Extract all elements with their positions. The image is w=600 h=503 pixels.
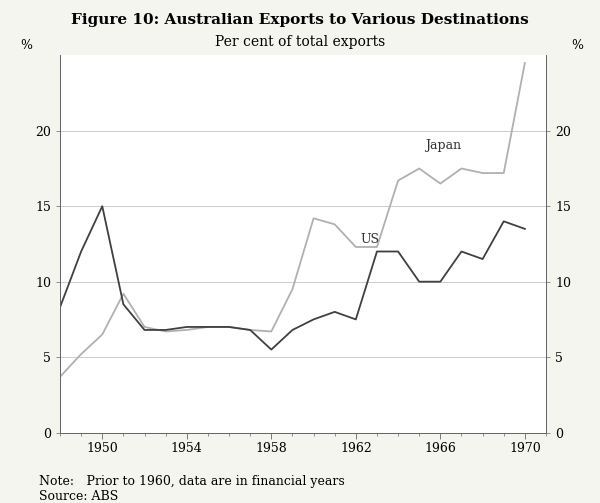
Text: Source: ABS: Source: ABS xyxy=(39,490,118,503)
Text: Per cent of total exports: Per cent of total exports xyxy=(215,35,385,49)
Text: Figure 10: Australian Exports to Various Destinations: Figure 10: Australian Exports to Various… xyxy=(71,13,529,27)
Text: US: US xyxy=(360,233,379,246)
Text: Note: Prior to 1960, data are in financial years: Note: Prior to 1960, data are in financi… xyxy=(39,475,345,488)
Text: Japan: Japan xyxy=(425,139,461,152)
Text: %: % xyxy=(572,39,584,52)
Text: %: % xyxy=(20,39,32,52)
